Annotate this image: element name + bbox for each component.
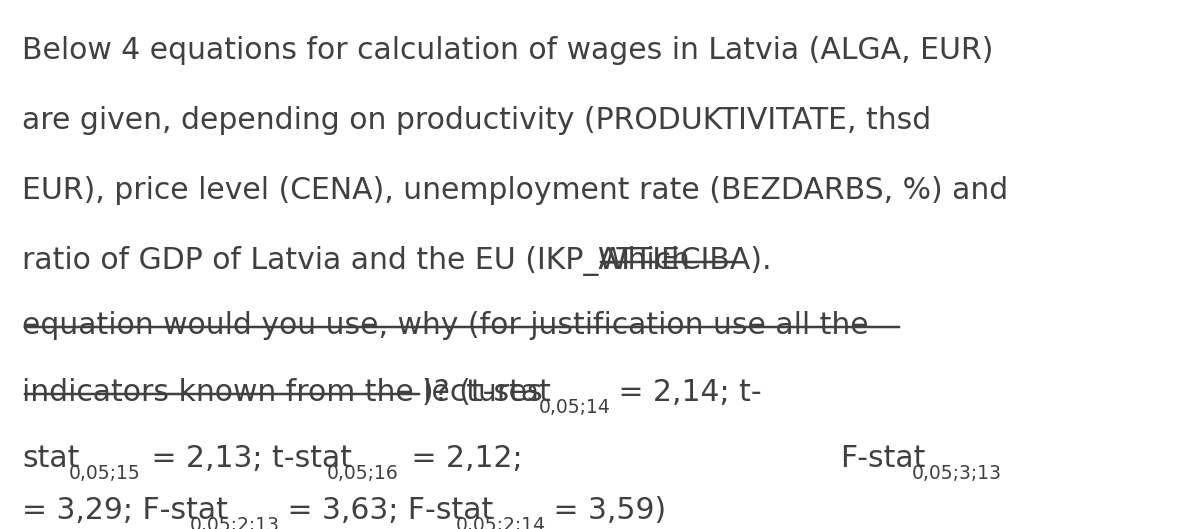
Text: indicators known from the lectures: indicators known from the lectures	[23, 378, 542, 407]
Text: 0,05;2;13: 0,05;2;13	[190, 516, 279, 529]
Text: = 3,29; F-stat: = 3,29; F-stat	[23, 496, 228, 525]
Text: = 3,63; F-stat: = 3,63; F-stat	[278, 496, 493, 525]
Text: 0,05;16: 0,05;16	[327, 464, 398, 483]
Text: F-stat: F-stat	[839, 444, 925, 473]
Text: = 3,59): = 3,59)	[545, 496, 666, 525]
Text: Which: Which	[598, 246, 690, 275]
Text: stat: stat	[23, 444, 80, 473]
Text: = 2,13; t-stat: = 2,13; t-stat	[141, 444, 352, 473]
Text: equation would you use, why (for justification use all the: equation would you use, why (for justifi…	[23, 311, 869, 340]
Text: are given, depending on productivity (PRODUKTIVITATE, thsd: are given, depending on productivity (PR…	[23, 106, 931, 135]
Text: EUR), price level (CENA), unemployment rate (BEZDARBS, %) and: EUR), price level (CENA), unemployment r…	[23, 176, 1008, 205]
Text: = 2,14; t-: = 2,14; t-	[609, 378, 762, 407]
Text: 0,05;3;13: 0,05;3;13	[912, 464, 1002, 483]
Text: 0,05;15: 0,05;15	[69, 464, 140, 483]
Text: 0,05;2;14: 0,05;2;14	[457, 516, 546, 529]
Text: 0,05;14: 0,05;14	[539, 398, 611, 417]
Text: = 2,12;: = 2,12;	[402, 444, 523, 473]
Text: ratio of GDP of Latvia and the EU (IKP_ATTIECIBA).: ratio of GDP of Latvia and the EU (IKP_A…	[23, 246, 781, 276]
Text: )? (t-stat: )? (t-stat	[422, 378, 551, 407]
Text: Below 4 equations for calculation of wages in Latvia (ALGA, EUR): Below 4 equations for calculation of wag…	[23, 36, 993, 65]
